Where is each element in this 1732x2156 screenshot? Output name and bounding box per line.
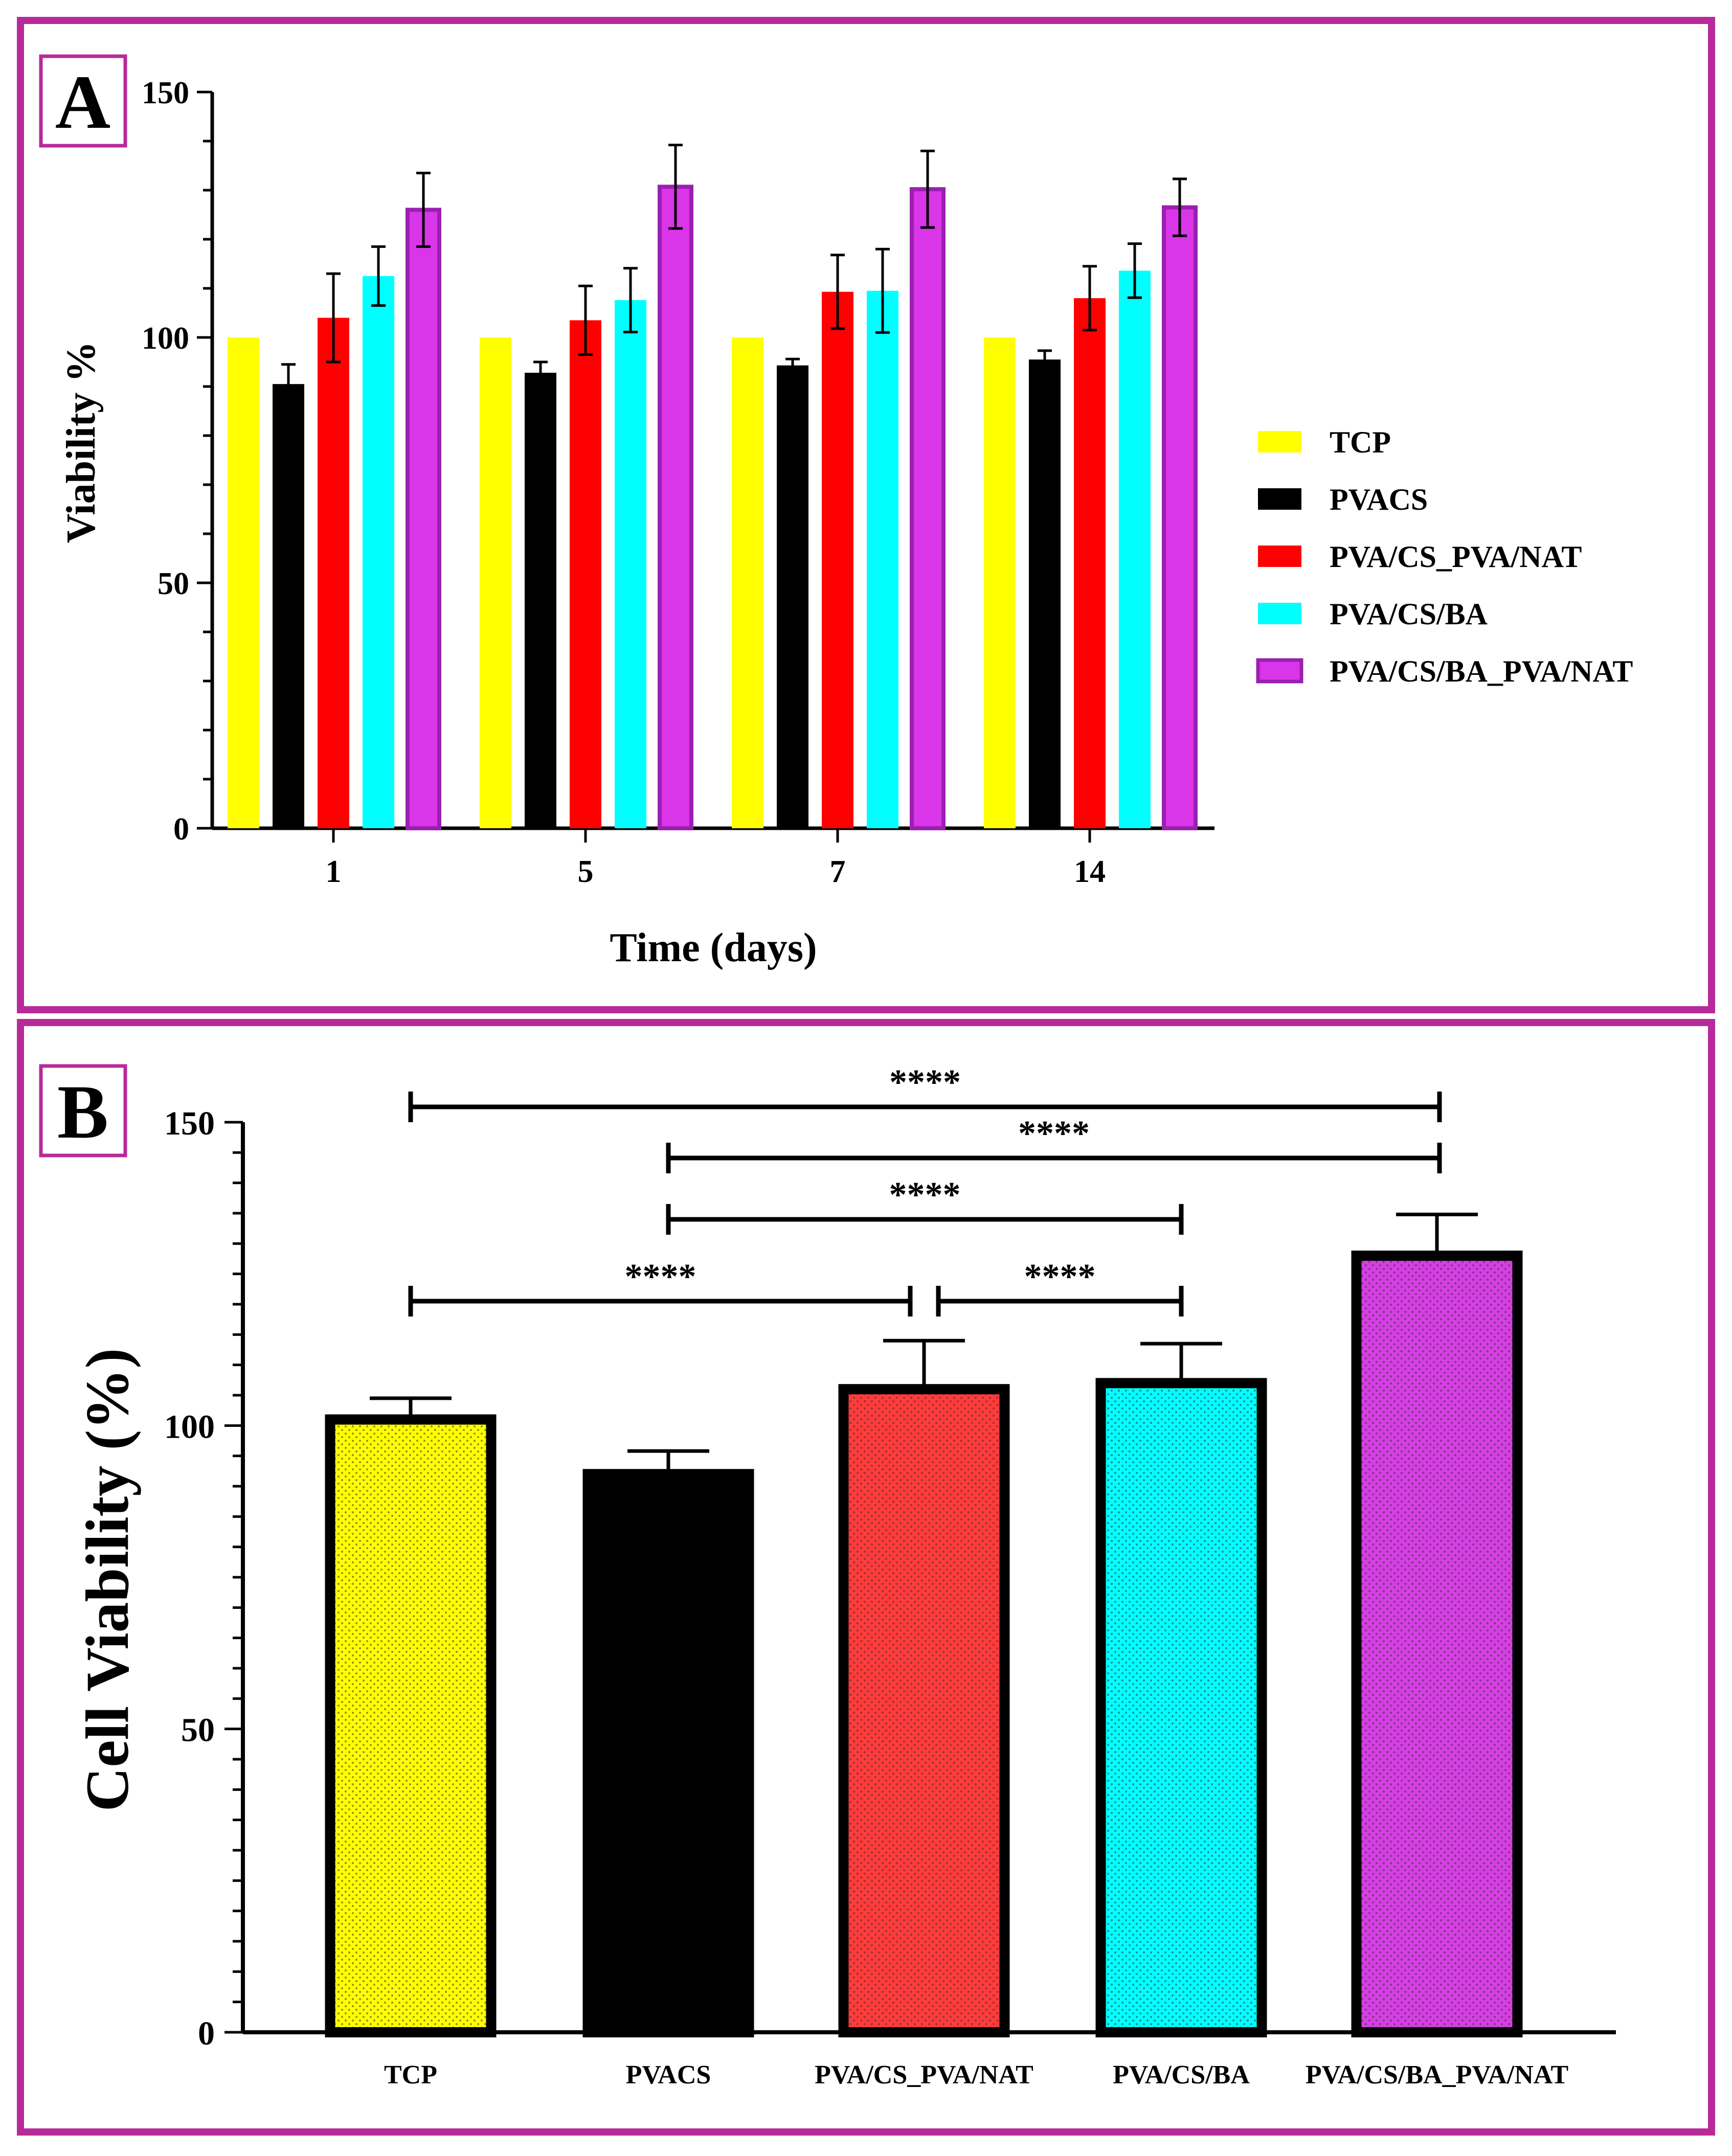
panel-b-frame: [17, 1019, 1715, 2136]
chart-b-x-tick-label: TCP: [384, 2060, 437, 2090]
chart-a-y-tick-label: 100: [142, 321, 189, 356]
chart-a: 0 50 100 150 1 5 7 14 TCP PVACS PVA/CS_PVA/NAT PVA/…: [142, 76, 1633, 889]
chart-a-x-tick-label: 5: [578, 854, 594, 889]
panel-b-label: B: [57, 1070, 108, 1154]
chart-a-bar: [867, 290, 898, 828]
chart-a-bar: [480, 337, 511, 828]
chart-a-bar: [822, 291, 853, 828]
chart-a-bar: [406, 208, 441, 830]
chart-a-x-tick-label: 1: [326, 854, 342, 889]
chart-a-bar: [732, 337, 763, 828]
chart-b: 0 50 100 150 TCP PVACS PVA/CS_PVA/NAT PVA/CS/BA…: [164, 1063, 1616, 2090]
chart-a-bar: [228, 337, 259, 828]
chart-a-bar: [525, 373, 556, 828]
chart-a-legend-swatch: [1258, 488, 1301, 510]
chart-a-bar: [1119, 270, 1151, 829]
panel-b-label-box: [39, 1064, 127, 1158]
chart-b-bar-texture: [335, 1424, 486, 2027]
panel-a-label-box: [39, 54, 127, 148]
chart-b-y-tick-label: 0: [198, 2015, 215, 2052]
chart-a-legend-label: TCP: [1330, 425, 1391, 459]
chart-a-y-axis-label: Viability %: [59, 342, 104, 543]
chart-a-legend-swatch: [1256, 658, 1303, 684]
chart-a-y-tick-label: 150: [142, 76, 189, 110]
chart-a-bar: [318, 317, 349, 828]
chart-b-significance-label: ****: [889, 1175, 961, 1215]
chart-b-bar-texture: [848, 1394, 1000, 2027]
chart-a-legend-label: PVA/CS/BA_PVA/NAT: [1330, 654, 1633, 688]
chart-a-bar: [615, 300, 646, 828]
panel-a-frame: [17, 17, 1715, 1013]
chart-b-x-tick-label: PVACS: [626, 2060, 711, 2090]
chart-b-y-tick-label: 100: [164, 1408, 215, 1445]
chart-a-legend-label: PVA/CS_PVA/NAT: [1330, 540, 1582, 574]
chart-a-legend-swatch: [1258, 431, 1301, 452]
chart-a-bar: [1162, 205, 1198, 831]
chart-b-significance-label: ****: [1024, 1257, 1096, 1297]
chart-b-bar-texture: [1106, 1388, 1257, 2027]
chart-a-bar: [658, 185, 693, 830]
panel-a-label: A: [55, 60, 110, 145]
chart-b-y-axis-label: Cell Viability (%): [73, 1348, 141, 1812]
chart-a-legend-swatch: [1258, 546, 1301, 567]
chart-a-bar: [1029, 359, 1061, 828]
chart-b-y-tick-label: 150: [164, 1105, 215, 1142]
chart-a-y-tick-label: 0: [173, 812, 189, 847]
chart-b-x-tick-label: PVA/CS_PVA/NAT: [815, 2060, 1033, 2090]
chart-b-x-tick-label: PVA/CS/BA_PVA/NAT: [1306, 2060, 1568, 2090]
chart-a-bar: [570, 320, 601, 828]
chart-a-bar: [273, 384, 304, 828]
chart-a-bar: [984, 337, 1016, 828]
chart-a-bar: [1074, 298, 1106, 829]
chart-a-bar: [910, 187, 946, 831]
chart-a-bar: [363, 276, 394, 828]
chart-b-significance-label: ****: [889, 1063, 961, 1102]
chart-a-legend-label: PVACS: [1330, 483, 1428, 516]
chart-b-y-tick-label: 50: [181, 1712, 215, 1749]
chart-a-x-axis-label: Time (days): [610, 925, 817, 970]
chart-a-legend-swatch: [1258, 603, 1301, 624]
chart-a-y-tick-label: 50: [158, 566, 189, 601]
chart-a-legend-label: PVA/CS/BA: [1330, 597, 1488, 631]
chart-a-x-tick-label: 14: [1074, 854, 1106, 889]
chart-b-significance-label: ****: [1018, 1114, 1090, 1153]
chart-b-bar-texture: [1361, 1261, 1513, 2027]
chart-b-bar: [582, 1469, 754, 2037]
chart-a-x-tick-label: 7: [830, 854, 846, 889]
chart-a-bar: [777, 365, 808, 828]
chart-b-significance-label: ****: [625, 1257, 696, 1297]
chart-b-x-tick-label: PVA/CS/BA: [1113, 2060, 1250, 2090]
